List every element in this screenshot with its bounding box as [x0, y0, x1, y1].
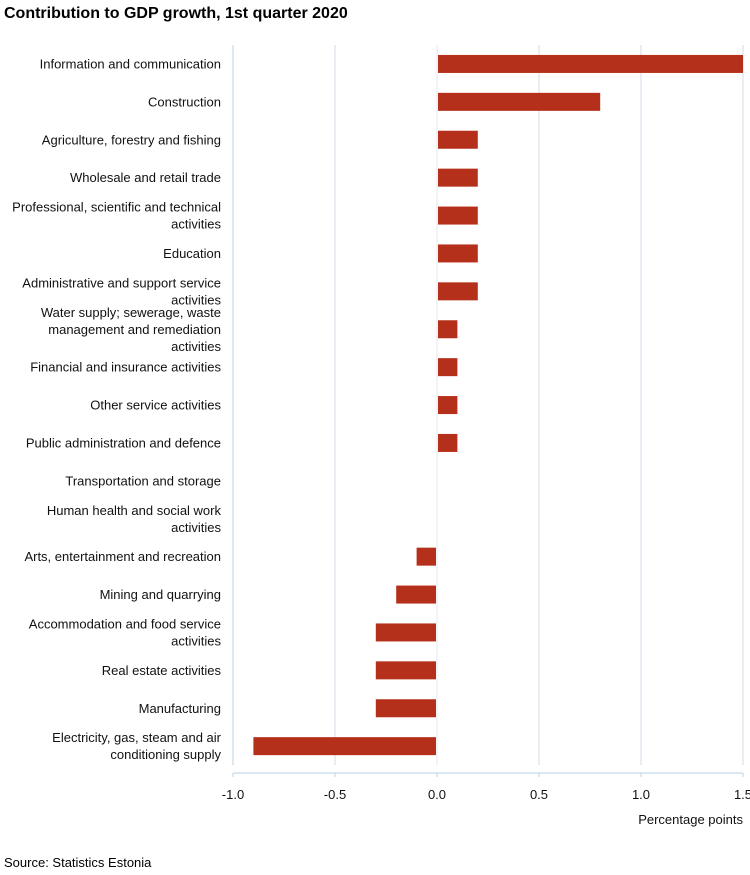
x-tick-label: 0.5 — [530, 787, 548, 802]
category-label: Agriculture, forestry and fishing — [42, 132, 221, 147]
x-tick-label: 0.0 — [428, 787, 446, 802]
x-axis-ticks: -1.0 -0.5 0.0 0.5 1.0 1.5 — [222, 773, 750, 802]
category-label: Water supply; sewerage, waste management … — [41, 305, 222, 354]
bars — [253, 54, 743, 756]
category-label: Human health and social work activities — [47, 503, 222, 535]
category-labels: Information and communication Constructio… — [12, 56, 222, 762]
category-label: Construction — [148, 94, 221, 109]
category-label: Education — [163, 246, 221, 261]
bar — [438, 54, 743, 73]
bar — [438, 244, 478, 263]
bar — [375, 661, 436, 680]
bar — [396, 585, 436, 604]
grid-lines — [232, 45, 744, 774]
category-label: Transportation and storage — [65, 473, 221, 488]
bar — [416, 547, 436, 566]
chart-title: Contribution to GDP growth, 1st quarter … — [4, 5, 348, 22]
bar — [438, 320, 458, 339]
x-tick-label: 1.5 — [734, 787, 750, 802]
category-label: Administrative and support service activi… — [22, 275, 221, 307]
category-label: Public administration and defence — [26, 435, 221, 450]
bar — [438, 168, 478, 187]
category-label: Accommodation and food service activities — [29, 616, 222, 648]
bar — [438, 92, 601, 111]
category-label: Electricity, gas, steam and air condition… — [52, 730, 221, 762]
bar — [375, 623, 436, 642]
category-label: Other service activities — [90, 398, 221, 413]
x-tick-label: -1.0 — [222, 787, 244, 802]
x-axis-title: Percentage points — [638, 812, 743, 827]
bar — [438, 358, 458, 377]
category-label: Professional, scientific and technical ac… — [12, 200, 221, 232]
category-label: Real estate activities — [102, 663, 222, 678]
bar — [438, 206, 478, 225]
category-label: Information and communication — [40, 56, 221, 71]
category-label: Wholesale and retail trade — [70, 170, 221, 185]
bar — [438, 130, 478, 149]
category-label: Financial and insurance activities — [30, 360, 221, 375]
bar — [438, 433, 458, 452]
bar — [253, 737, 436, 756]
bar — [438, 396, 458, 415]
category-label: Arts, entertainment and recreation — [24, 549, 221, 564]
x-tick-label: 1.0 — [632, 787, 650, 802]
category-label: Manufacturing — [139, 701, 221, 716]
bar — [438, 282, 478, 301]
bar — [375, 699, 436, 718]
x-tick-label: -0.5 — [324, 787, 346, 802]
source-note: Source: Statistics Estonia — [4, 855, 152, 870]
category-label: Mining and quarrying — [100, 587, 221, 602]
